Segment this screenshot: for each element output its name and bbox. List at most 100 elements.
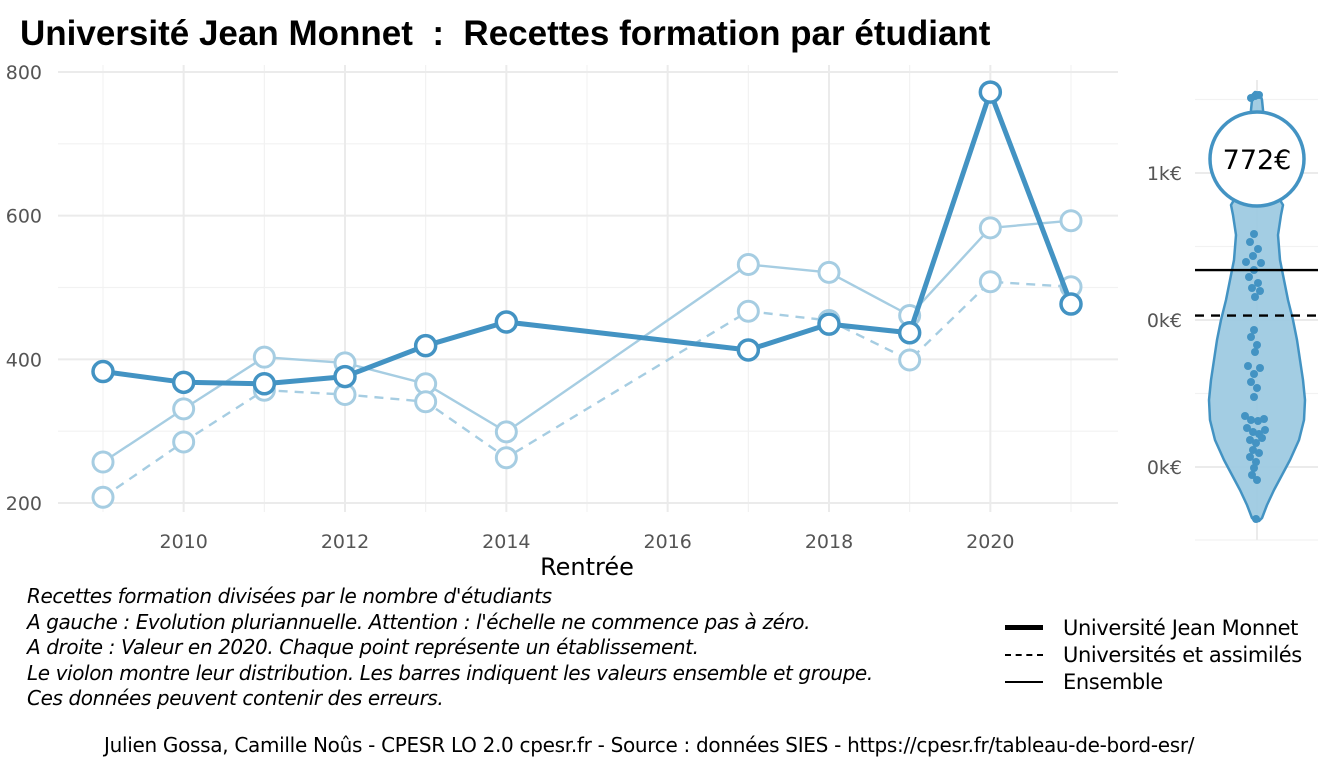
establishment-dot: [1256, 364, 1264, 372]
data-point: [1059, 292, 1083, 316]
establishment-dot: [1250, 393, 1258, 401]
legend: Université Jean Monnet Universités et as…: [1005, 614, 1302, 695]
x-tick-label: 2012: [321, 531, 369, 553]
violin-y-axis: 0k€ 0k€ 1k€: [1147, 163, 1182, 479]
establishment-dot: [1251, 293, 1259, 301]
data-point: [817, 312, 841, 336]
establishment-dot: [1246, 453, 1254, 461]
caption-line: Recettes formation divisées par le nombr…: [27, 584, 552, 608]
establishment-dot: [1254, 245, 1262, 253]
chart-title: Université Jean Monnet : Recettes format…: [20, 14, 991, 53]
establishment-dot: [1249, 252, 1257, 260]
establishment-dot: [1253, 476, 1261, 484]
establishment-dot: [1258, 434, 1266, 442]
establishment-dot: [1255, 449, 1263, 457]
establishment-dot: [1256, 287, 1264, 295]
series-thick-solid: [91, 80, 1083, 396]
establishment-dot: [1250, 464, 1258, 472]
establishment-dot: [1253, 341, 1261, 349]
data-point: [978, 270, 1002, 294]
violin-tick-label: 0k€: [1147, 457, 1182, 479]
legend-item: Ensemble: [1005, 668, 1302, 695]
data-point: [897, 321, 922, 345]
data-point: [91, 485, 115, 509]
x-tick-label: 2014: [482, 531, 530, 553]
data-point: [898, 348, 922, 372]
establishment-dot: [1249, 446, 1257, 454]
legend-label: Universités et assimilés: [1063, 642, 1302, 667]
y-axis: 200 400 600 800: [6, 62, 42, 515]
legend-item: Université Jean Monnet: [1005, 614, 1302, 641]
establishment-dot: [1247, 333, 1255, 341]
series-thin-solid: [91, 209, 1083, 474]
establishment-dot: [1251, 348, 1259, 356]
caption-line: Le violon montre leur distribution. Les …: [27, 660, 873, 685]
legend-label: Ensemble: [1063, 669, 1163, 694]
establishment-dot: [1247, 378, 1255, 386]
data-point: [252, 372, 277, 396]
establishment-dot: [1260, 415, 1268, 423]
establishment-dot: [1242, 258, 1250, 266]
data-point: [978, 80, 1003, 104]
highlight-circle: [1208, 110, 1306, 208]
series-dashed: [91, 270, 1083, 509]
establishment-dot: [1255, 91, 1263, 99]
establishment-dot: [1243, 424, 1251, 432]
reference-lines: [1195, 268, 1318, 317]
legend-key-thin-solid: [1005, 680, 1043, 683]
establishment-dot: [1250, 230, 1258, 238]
y-tick-label: 400: [6, 349, 42, 371]
establishment-dot: [1248, 471, 1256, 479]
caption: Recettes formation divisées par le nombr…: [27, 584, 873, 712]
legend-key-dashed: [1005, 653, 1043, 656]
establishment-dot: [1252, 515, 1260, 523]
establishment-dot: [1246, 436, 1254, 444]
data-point: [494, 446, 518, 470]
establishment-dot: [1247, 416, 1255, 424]
data-point: [494, 420, 518, 444]
caption-line: Ces données peuvent contenir des erreurs…: [27, 686, 444, 710]
legend-key-thick-solid: [1005, 625, 1043, 630]
data-point: [172, 397, 196, 421]
establishment-dot: [1246, 238, 1254, 246]
y-tick-label: 600: [6, 206, 42, 228]
establishment-dot: [1261, 426, 1269, 434]
data-point: [494, 310, 519, 334]
x-axis: 2010 2012 2014 2016 2018 2020: [159, 531, 1014, 553]
y-tick-label: 800: [6, 62, 42, 84]
data-point: [91, 450, 115, 474]
data-point: [414, 390, 438, 414]
data-point: [736, 299, 760, 323]
x-tick-label: 2016: [643, 531, 691, 553]
x-axis-label: Rentrée: [540, 553, 634, 581]
highlight-value: 772€: [1223, 145, 1292, 176]
violin-tick-label: 1k€: [1147, 163, 1182, 185]
establishment-dot: [1257, 259, 1265, 267]
caption-line: A droite : Valeur en 2020. Chaque point …: [27, 635, 699, 659]
establishment-dot: [1254, 279, 1262, 287]
data-point: [252, 345, 276, 369]
data-point: [1059, 209, 1083, 233]
data-point: [413, 333, 438, 358]
caption-line: A gauche : Evolution pluriannuelle. Atte…: [27, 609, 811, 634]
series-lines: [91, 80, 1083, 509]
establishment-dot: [1245, 273, 1253, 281]
establishment-dot: [1252, 439, 1260, 447]
establishment-dot: [1247, 94, 1255, 102]
legend-item: Universités et assimilés: [1005, 641, 1302, 668]
establishment-dot: [1241, 412, 1249, 420]
x-tick-label: 2018: [805, 531, 853, 553]
x-tick-label: 2020: [966, 531, 1014, 553]
data-point: [736, 338, 761, 362]
data-point: [978, 216, 1002, 240]
highlight-badge: 772€: [1208, 110, 1306, 208]
establishment-dot: [1253, 384, 1261, 392]
footer-credits: Julien Gossa, Camille Noûs - CPESR LO 2.…: [104, 733, 1195, 757]
x-tick-label: 2010: [159, 531, 207, 553]
data-point: [817, 260, 841, 284]
data-point: [172, 430, 196, 454]
y-tick-label: 200: [6, 493, 42, 515]
data-point: [736, 253, 760, 277]
chart-canvas: 200 400 600 800 2010 2012 2014 2016 2018 2020 Re…: [6, 62, 1318, 581]
data-point: [171, 370, 196, 395]
